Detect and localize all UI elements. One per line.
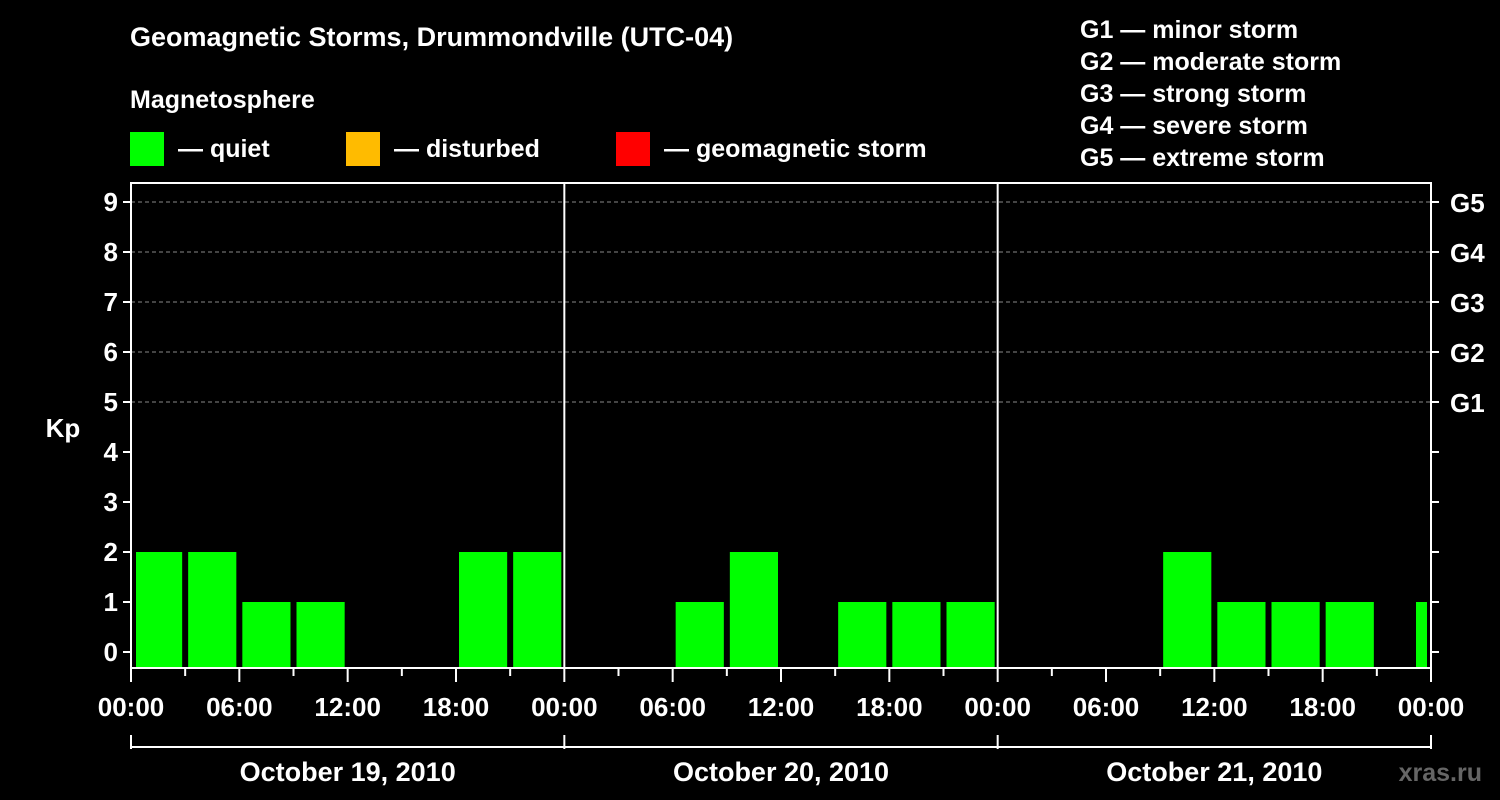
x-tick-label: 00:00 [98,692,165,722]
day-label: October 20, 2010 [673,757,889,787]
x-tick-label: 18:00 [1289,692,1356,722]
storm-scale-g4: G4 — severe storm [1080,112,1308,140]
kp-bar [1217,602,1266,668]
storm-scale-legend: G1 — minor storm G2 — moderate storm G3 … [1080,14,1341,174]
x-tick-label: 00:00 [1398,692,1465,722]
x-tick-label: 12:00 [748,692,815,722]
storm-scale-g2: G2 — moderate storm [1080,48,1342,76]
y-tick-label: 1 [104,587,118,617]
x-tick-label: 00:00 [964,692,1031,722]
legend-quiet-label: — quiet [178,134,270,163]
y-tick-label: 4 [104,437,119,467]
plot-frame [130,182,1432,669]
x-tick-label: 18:00 [423,692,490,722]
storm-level-label: G3 [1450,288,1485,318]
legend-storm: — geomagnetic storm [616,132,927,166]
y-tick-label: 5 [104,387,118,417]
storm-level-label: G1 [1450,388,1485,418]
y-tick-label: 0 [104,637,118,667]
y-tick-label: 3 [104,487,118,517]
kp-bar [296,602,345,668]
day-label: October 19, 2010 [240,757,456,787]
kp-bar [729,552,778,668]
kp-bar [1271,602,1320,668]
disturbed-swatch [346,132,380,166]
y-tick-label: 7 [104,287,118,317]
storm-level-label: G2 [1450,338,1485,368]
kp-bar [1163,552,1212,668]
day-label: October 21, 2010 [1106,757,1322,787]
legend-storm-label: — geomagnetic storm [664,134,927,163]
chart-subtitle: Magnetosphere [130,86,315,114]
kp-bar [513,552,562,668]
storm-scale-g3: G3 — strong storm [1080,80,1307,108]
kp-bar [459,552,508,668]
y-tick-label: 2 [104,537,118,567]
storm-level-label: G5 [1450,188,1485,218]
x-tick-label: 12:00 [1181,692,1248,722]
kp-bar [242,602,291,668]
y-tick-label: 6 [104,337,118,367]
kp-bar [838,602,887,668]
kp-bar [892,602,941,668]
x-tick-label: 06:00 [1073,692,1140,722]
legend-disturbed: — disturbed [346,132,540,166]
kp-bar [946,602,995,668]
chart-title: Geomagnetic Storms, Drummondville (UTC-0… [130,22,734,52]
y-tick-label: 8 [104,237,118,267]
x-tick-label: 12:00 [314,692,381,722]
kp-bar [188,552,237,668]
x-tick-label: 00:00 [531,692,598,722]
x-tick-label: 06:00 [206,692,273,722]
legend-quiet: — quiet [130,132,270,166]
y-tick-label: 9 [104,187,118,217]
storm-scale-g1: G1 — minor storm [1080,16,1299,44]
storm-swatch [616,132,650,166]
storm-level-label: G4 [1450,238,1485,268]
kp-bar [1325,602,1374,668]
y-axis-label: Kp [46,413,81,443]
storm-scale-g5: G5 — extreme storm [1080,144,1325,172]
kp-bar [136,552,183,668]
legend-disturbed-label: — disturbed [394,134,540,163]
x-tick-label: 06:00 [639,692,706,722]
x-tick-label: 18:00 [856,692,923,722]
watermark: xras.ru [1399,759,1482,787]
quiet-swatch [130,132,164,166]
kp-bar-partial [1416,602,1427,668]
kp-bar [675,602,724,668]
